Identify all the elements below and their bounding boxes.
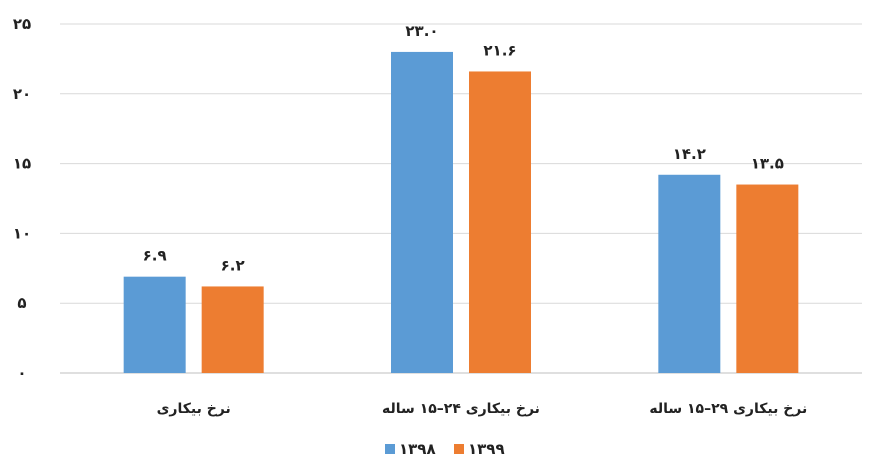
bar <box>391 51 453 374</box>
bars <box>123 51 799 374</box>
legend-swatch <box>454 444 464 454</box>
bar <box>736 184 799 373</box>
data-label: ۱۴.۲ <box>673 145 706 163</box>
y-tick-label: ۵ <box>17 294 26 312</box>
y-tick-label: ٢۵ <box>13 15 31 33</box>
y-tick-label: ١۵ <box>13 155 31 173</box>
y-tick-label: ٠ <box>17 364 26 382</box>
x-category-label: نرخ بیکاری ۲۴–۱۵ ساله <box>382 401 540 417</box>
legend-label: ۱۳۹۹ <box>468 440 505 458</box>
legend-label: ۱۳۹۸ <box>399 440 436 458</box>
y-tick-label: ٢٠ <box>13 85 31 103</box>
bar <box>658 174 721 373</box>
x-axis: نرخ بیکاری نرخ بیکاری ۲۴–۱۵ ساله نرخ بیکار… <box>157 401 808 417</box>
y-axis: ٠ ۵ ١٠ ١۵ ٢٠ ٢۵ <box>13 15 31 382</box>
bar <box>123 276 186 373</box>
gridlines <box>60 23 862 374</box>
data-label: ۱۳.۵ <box>751 155 784 173</box>
y-tick-label: ١٠ <box>13 224 31 242</box>
data-label: ۶.۲ <box>221 256 245 274</box>
x-category-label: نرخ بیکاری <box>157 401 231 417</box>
legend: ۱۳۹۸ ۱۳۹۹ <box>385 440 505 458</box>
data-labels: ۶.۹ ۶.۲ ۲۳.۰ ۲۱.۶ ۱۴.۲ ۱۳.۵ <box>143 22 784 275</box>
x-category-label: نرخ بیکاری ۲۹–۱۵ ساله <box>649 401 807 417</box>
data-label: ۲۳.۰ <box>405 22 438 40</box>
data-label: ۲۱.۶ <box>483 41 516 59</box>
data-label: ۶.۹ <box>143 247 167 265</box>
bar <box>201 286 264 373</box>
bar <box>469 71 531 374</box>
legend-swatch <box>385 444 395 454</box>
